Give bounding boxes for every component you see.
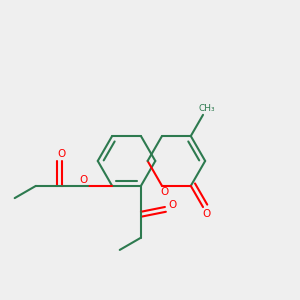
Text: O: O <box>80 175 88 185</box>
Text: CH₃: CH₃ <box>199 103 215 112</box>
Text: O: O <box>160 187 169 196</box>
Text: O: O <box>169 200 177 211</box>
Text: O: O <box>203 209 211 219</box>
Text: O: O <box>58 148 66 159</box>
